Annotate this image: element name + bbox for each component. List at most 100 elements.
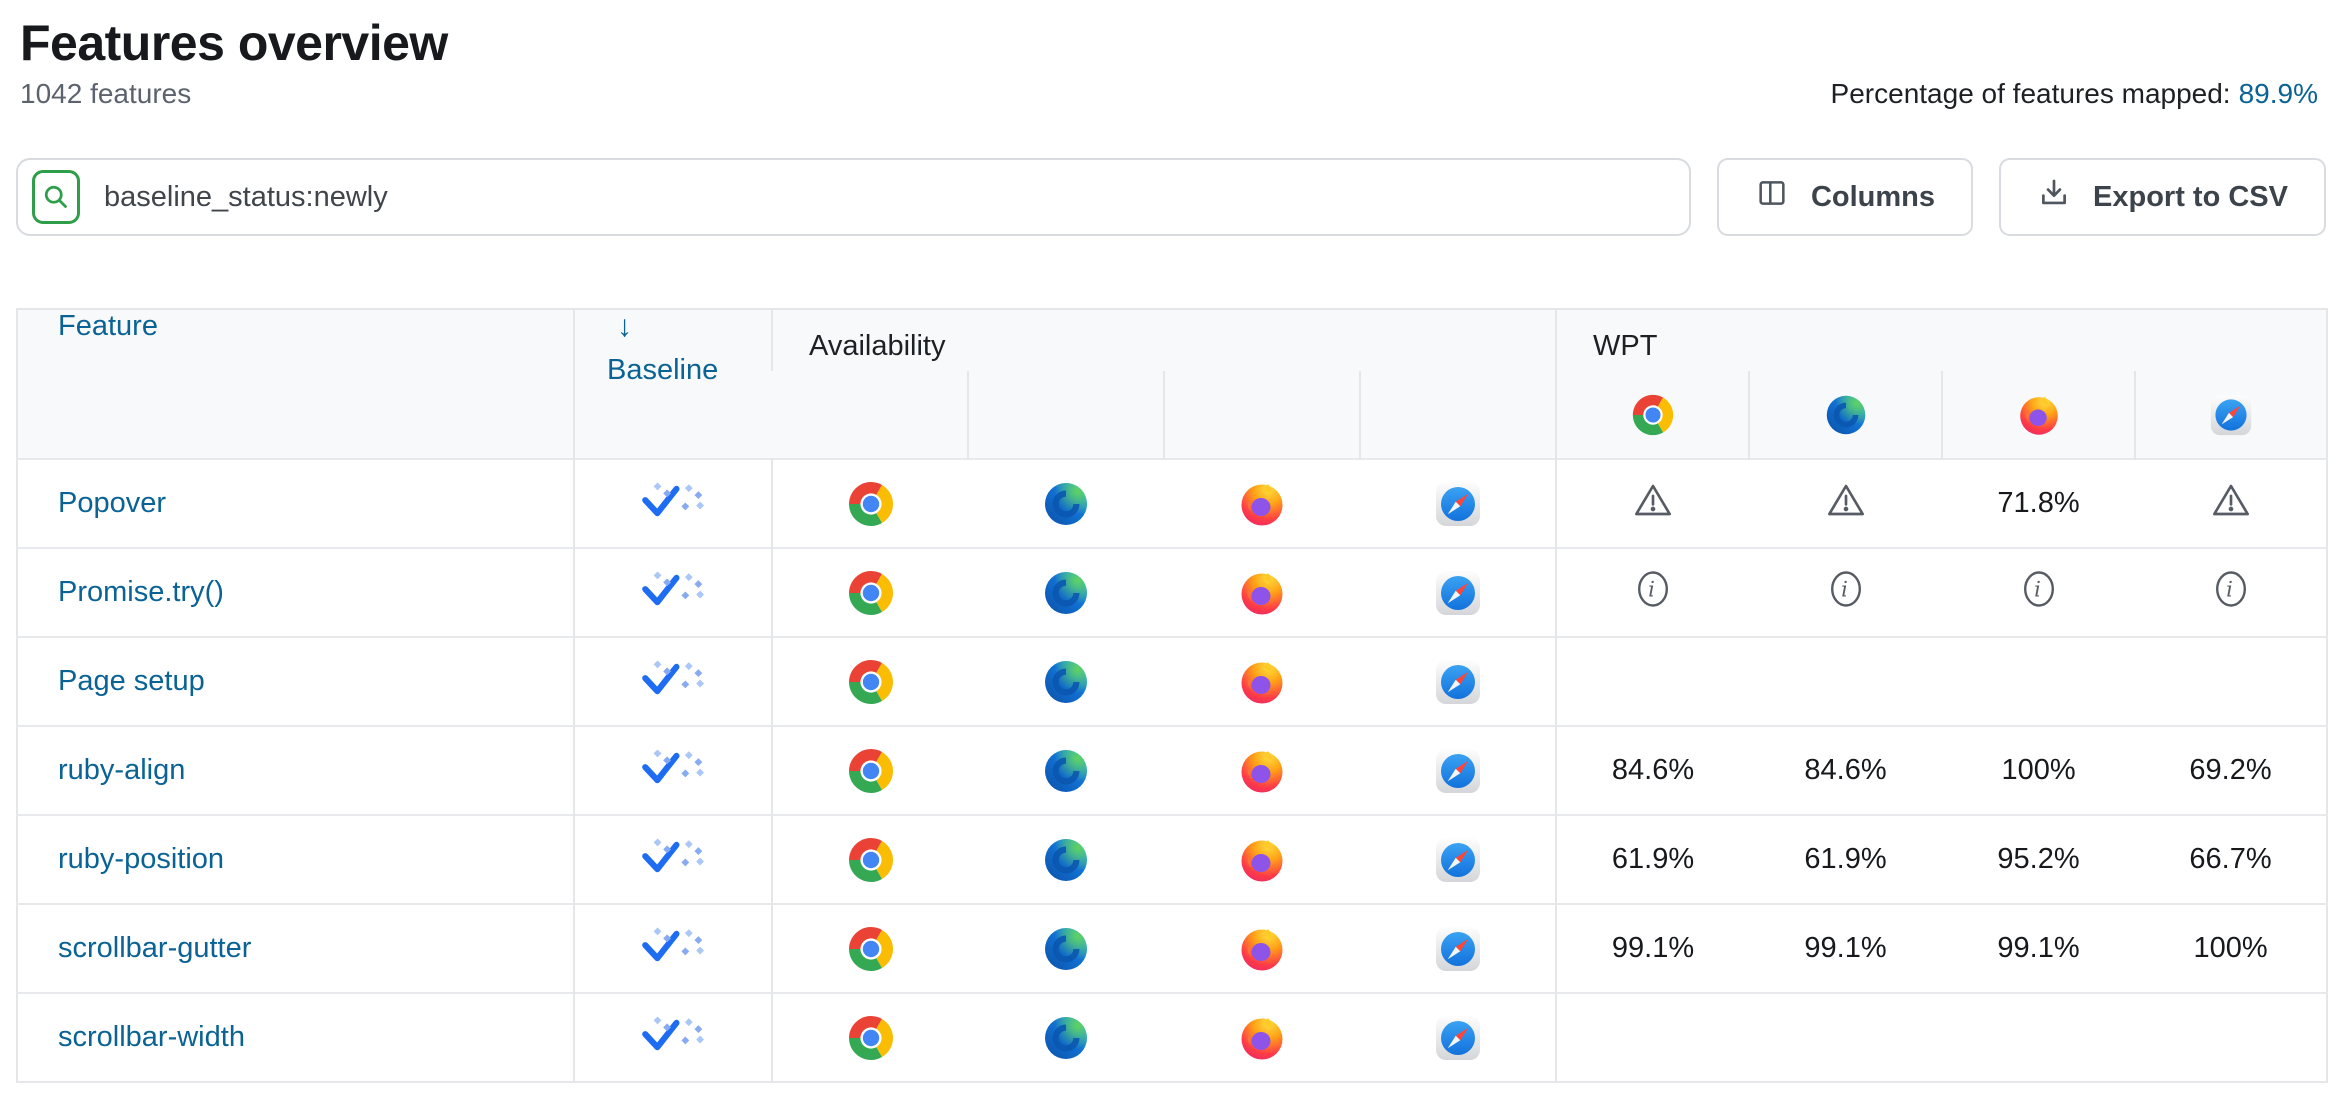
search-box[interactable] (16, 158, 1691, 236)
availability-cell-safari (1360, 815, 1556, 904)
baseline-sort-link[interactable]: ↓ Baseline (607, 310, 771, 386)
wpt-cell (1749, 459, 1942, 548)
info-icon[interactable]: i (1635, 570, 1671, 617)
columns-button[interactable]: Columns (1716, 158, 1974, 236)
table-header: Feature ↓ Baseline Availability WPT (17, 309, 2328, 459)
availability-cell-chrome (771, 548, 968, 637)
availability-cell-firefox (1164, 459, 1360, 548)
warning-icon[interactable] (1826, 484, 1866, 527)
availability-cell-chrome (771, 726, 968, 815)
firefox-icon (1238, 661, 1286, 703)
availability-cell-edge (968, 637, 1164, 726)
feature-link[interactable]: scrollbar-width (58, 1021, 245, 1053)
export-csv-button[interactable]: Export to CSV (1999, 158, 2326, 236)
wpt-score: 99.1% (1555, 904, 1750, 993)
firefox-icon (1238, 1017, 1286, 1059)
svg-text:i: i (1648, 577, 1655, 601)
feature-cell: ruby-position (17, 815, 574, 904)
wpt-score: 61.9% (1804, 843, 1887, 875)
wpt-score: 69.2% (2189, 754, 2272, 786)
group-header-availability: Availability (770, 309, 1557, 371)
availability-cell-edge (968, 993, 1164, 1082)
baseline-status-cell (573, 548, 772, 637)
feature-cell: Page setup (17, 637, 574, 726)
wpt-cell (2135, 459, 2327, 548)
wpt-score: 84.6% (1555, 726, 1750, 815)
baseline-status-cell (573, 637, 772, 726)
firefox-icon (1238, 750, 1286, 792)
edge-icon (1042, 660, 1090, 703)
warning-icon[interactable] (2211, 484, 2251, 527)
safari-icon (2209, 394, 2253, 435)
safari-icon (1434, 926, 1482, 971)
feature-cell: scrollbar-gutter (17, 904, 574, 993)
feature-link[interactable]: Promise.try() (58, 576, 224, 608)
baseline-newly-icon (640, 1016, 706, 1059)
baseline-status-cell (573, 459, 772, 548)
table-row: Popover (17, 459, 2328, 548)
availability-cell-edge (968, 726, 1164, 815)
availability-cell-safari (1360, 993, 1556, 1082)
warning-icon[interactable] (1633, 484, 1673, 527)
wpt-cell-empty (2135, 637, 2327, 726)
edge-icon (1042, 1016, 1090, 1059)
safari-icon (1434, 837, 1482, 882)
availability-cell-firefox (1164, 548, 1360, 637)
table-row: ruby-position (17, 815, 2328, 904)
availability-cell-edge (968, 904, 1164, 993)
wpt-cell-empty (1749, 993, 1942, 1082)
feature-link[interactable]: ruby-position (58, 843, 225, 875)
edge-icon (1824, 395, 1868, 434)
wpt-score: 71.8% (1997, 487, 2080, 519)
info-icon[interactable]: i (2021, 570, 2057, 617)
mapped-percentage-link[interactable]: 89.9% (2238, 78, 2318, 109)
feature-link[interactable]: Popover (58, 487, 167, 519)
baseline-status-cell (573, 815, 772, 904)
feature-sort-link[interactable]: Feature (58, 310, 158, 342)
availability-cell-chrome (771, 637, 968, 726)
feature-cell: Promise.try() (17, 548, 574, 637)
firefox-icon (2017, 396, 2061, 435)
availability-cell-safari (1360, 904, 1556, 993)
availability-cell-firefox (1164, 904, 1360, 993)
info-icon[interactable]: i (2213, 570, 2249, 617)
wpt-cell-empty (1942, 637, 2135, 726)
table-row: Page setup (17, 637, 2328, 726)
subheader-row: 1042 features Percentage of features map… (20, 78, 2326, 110)
chrome-icon (847, 481, 895, 526)
columns-button-label: Columns (1810, 180, 1936, 213)
safari-icon (1434, 1015, 1482, 1060)
feature-link[interactable]: ruby-align (58, 754, 186, 786)
availability-cell-chrome (771, 459, 968, 548)
feature-link[interactable]: scrollbar-gutter (58, 932, 252, 964)
columns-icon (1755, 176, 1789, 218)
wpt-cell: i (1942, 548, 2135, 637)
export-csv-button-label: Export to CSV (2093, 180, 2288, 213)
info-icon[interactable]: i (1828, 570, 1864, 617)
firefox-icon (1238, 928, 1286, 970)
availability-subheader (1163, 371, 1360, 459)
edge-icon (1042, 571, 1090, 614)
wpt-cell-empty (1555, 993, 1750, 1082)
availability-cell-safari (1360, 637, 1556, 726)
wpt-cell (1555, 459, 1750, 548)
wpt-score: 95.2% (1997, 843, 2080, 875)
availability-subheader (967, 371, 1164, 459)
wpt-score: 66.7% (2189, 843, 2272, 875)
sort-desc-arrow-icon: ↓ (617, 310, 632, 343)
wpt-score: 61.9% (1555, 815, 1750, 904)
feature-cell: scrollbar-width (17, 993, 574, 1082)
feature-link[interactable]: Page setup (58, 665, 205, 697)
search-input[interactable] (102, 179, 1675, 215)
availability-cell-chrome (771, 904, 968, 993)
table-row: Promise.try() (17, 548, 2328, 637)
safari-icon (1434, 748, 1482, 793)
chrome-icon (847, 570, 895, 615)
baseline-status-cell (573, 904, 772, 993)
wpt-subheader-edge (1748, 371, 1943, 459)
wpt-cell-empty (2135, 993, 2327, 1082)
availability-subheader (1358, 371, 1557, 459)
svg-text:i: i (2034, 577, 2041, 601)
edge-icon (1042, 749, 1090, 792)
wpt-score: 100% (2001, 754, 2076, 786)
